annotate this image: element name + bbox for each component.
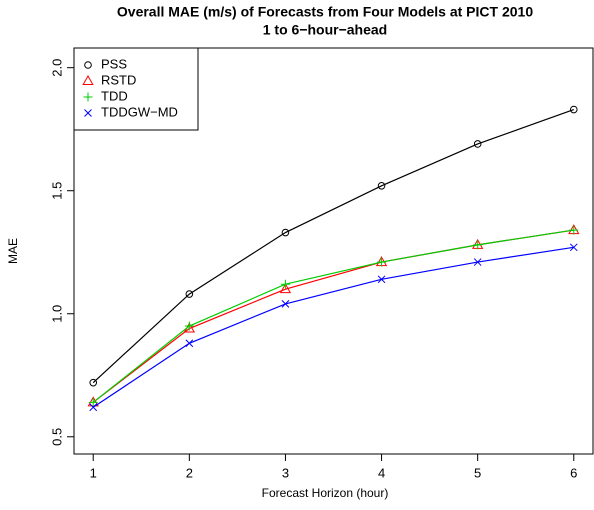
point — [473, 258, 482, 266]
legend-label: PSS — [101, 56, 127, 71]
point — [185, 290, 194, 298]
point — [473, 240, 483, 250]
point — [569, 243, 578, 252]
point — [281, 228, 290, 237]
legend-label: TDD — [101, 88, 128, 103]
point — [184, 321, 194, 331]
legend-marker — [82, 74, 94, 85]
point — [89, 403, 98, 412]
point — [88, 397, 98, 407]
legend-box — [73, 47, 199, 131]
legend-label: TDDGW−MD — [101, 104, 178, 119]
plot-frame — [73, 47, 594, 455]
point — [377, 257, 387, 267]
legend-marker — [83, 92, 93, 102]
point — [473, 140, 482, 148]
legend-marker — [84, 61, 92, 69]
y-tick-label: 2.0 — [49, 59, 64, 77]
y-axis-label: MAE — [6, 238, 20, 264]
x-tick-label: 6 — [570, 465, 577, 480]
point — [279, 283, 292, 294]
legend-label: RSTD — [101, 72, 136, 87]
x-tick-label: 4 — [378, 465, 385, 480]
y-tick-label: 1.5 — [49, 182, 64, 200]
chart-subtitle: 1 to 6−hour−ahead — [263, 22, 387, 38]
point — [377, 275, 386, 284]
point — [185, 339, 194, 348]
legend-marker — [84, 109, 92, 117]
point — [280, 279, 290, 289]
series-line — [92, 229, 574, 403]
series-line — [92, 246, 574, 408]
point — [569, 105, 578, 114]
point — [89, 378, 98, 387]
x-tick-label: 2 — [186, 465, 193, 480]
chart-title: Overall MAE (m/s) of Forecasts from Four… — [117, 4, 533, 20]
x-tick-label: 5 — [474, 465, 481, 480]
series-line — [92, 108, 574, 384]
point — [281, 300, 290, 308]
point — [569, 225, 579, 235]
point — [377, 181, 386, 190]
y-tick-label: 1.0 — [49, 305, 64, 323]
y-tick-label: 0.5 — [49, 428, 64, 446]
x-tick-label: 1 — [90, 465, 97, 480]
x-axis-label: Forecast Horizon (hour) — [262, 486, 389, 500]
x-tick-label: 3 — [282, 465, 289, 480]
